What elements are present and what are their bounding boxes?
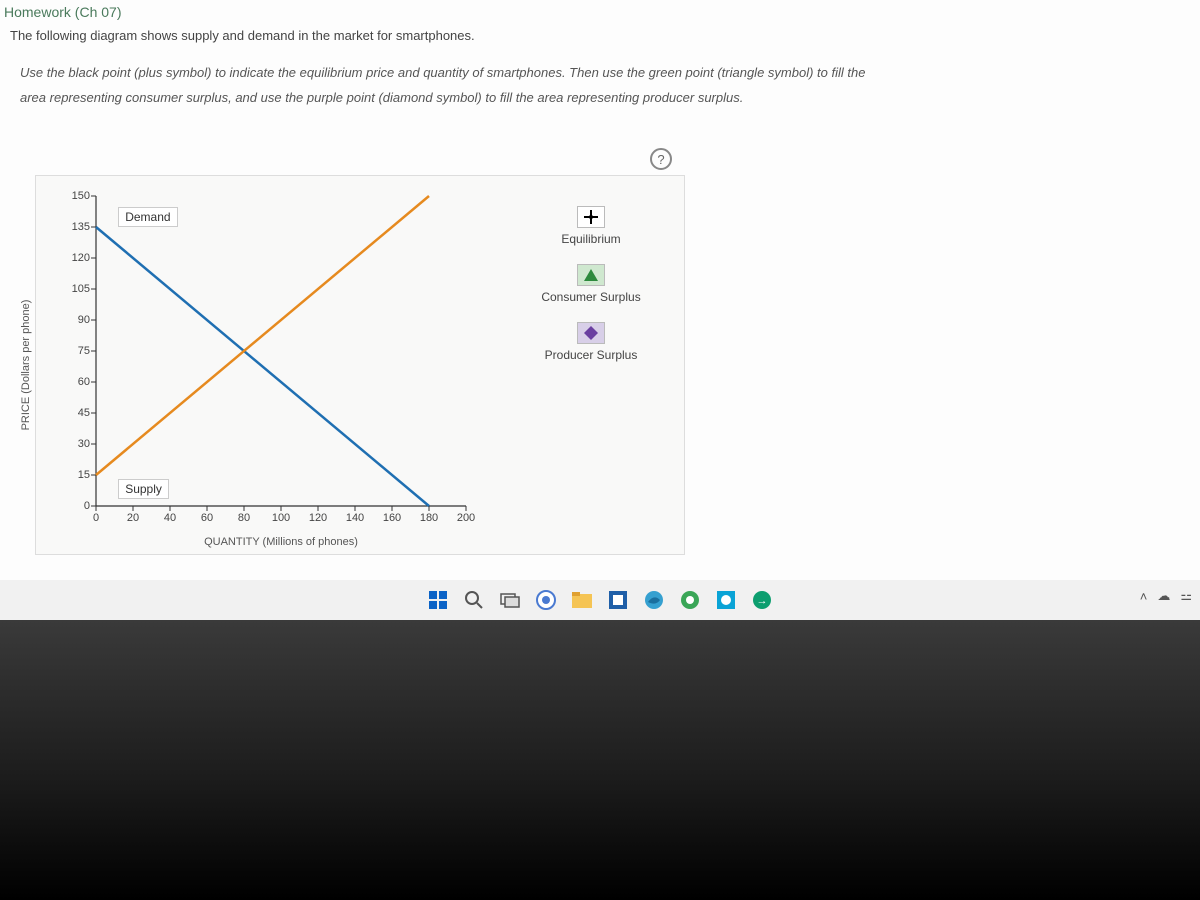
- chat-icon[interactable]: [535, 589, 557, 611]
- legend-item: Producer Surplus: [516, 322, 666, 362]
- tray-cloud-icon[interactable]: ☁: [1157, 588, 1170, 604]
- legend-label: Consumer Surplus: [516, 290, 666, 304]
- legend-item: Equilibrium: [516, 206, 666, 246]
- taskbar-center: →: [427, 589, 773, 611]
- y-tick-label: 30: [78, 438, 90, 450]
- below-screen: [0, 620, 1200, 900]
- system-tray[interactable]: ˄ ☁ ⚍: [1140, 588, 1192, 604]
- y-axis-label: PRICE (Dollars per phone): [20, 300, 32, 431]
- intro-text: The following diagram shows supply and d…: [0, 24, 1200, 63]
- chart-svg: [96, 196, 466, 506]
- y-tick-label: 60: [78, 376, 90, 388]
- tray-chevron-icon[interactable]: ˄: [1140, 589, 1148, 604]
- instruction-line-1: Use the black point (plus symbol) to ind…: [0, 63, 1200, 88]
- x-tick-label: 200: [457, 512, 475, 524]
- y-tick-label: 105: [72, 283, 90, 295]
- explorer-icon[interactable]: [571, 589, 593, 611]
- x-tick-label: 20: [127, 512, 139, 524]
- y-tick-label: 135: [72, 221, 90, 233]
- y-tick-label: 90: [78, 314, 90, 326]
- start-icon[interactable]: [427, 589, 449, 611]
- x-axis-label: QUANTITY (Millions of phones): [96, 536, 466, 548]
- legend: Equilibrium Consumer Surplus Producer Surp…: [516, 206, 666, 380]
- legend-label: Producer Surplus: [516, 348, 666, 362]
- x-tick-label: 180: [420, 512, 438, 524]
- homework-panel: Homework (Ch 07) The following diagram s…: [0, 0, 1200, 580]
- x-tick-label: 120: [309, 512, 327, 524]
- x-tick-label: 80: [238, 512, 250, 524]
- x-tick-label: 140: [346, 512, 364, 524]
- y-tick-label: 45: [78, 407, 90, 419]
- app-icon-3[interactable]: →: [751, 589, 773, 611]
- instruction-line-2: area representing consumer surplus, and …: [0, 88, 1200, 113]
- y-tick-label: 120: [72, 252, 90, 264]
- legend-item: Consumer Surplus: [516, 264, 666, 304]
- homework-title: Homework (Ch 07): [0, 0, 1200, 24]
- store-icon[interactable]: [607, 589, 629, 611]
- app-icon-2[interactable]: [715, 589, 737, 611]
- plot-area[interactable]: 0153045607590105120135150020406080100120…: [96, 196, 466, 506]
- y-tick-label: 15: [78, 469, 90, 481]
- taskbar: →: [0, 580, 1200, 620]
- x-tick-label: 0: [93, 512, 99, 524]
- y-tick-label: 0: [84, 500, 90, 512]
- x-tick-label: 40: [164, 512, 176, 524]
- tray-wifi-icon[interactable]: ⚍: [1180, 588, 1192, 604]
- x-tick-label: 160: [383, 512, 401, 524]
- y-tick-label: 150: [72, 190, 90, 202]
- legend-swatch-diamond[interactable]: [577, 322, 605, 344]
- demand-label: Demand: [118, 207, 177, 227]
- svg-text:→: →: [757, 595, 768, 607]
- legend-swatch-plus[interactable]: [577, 206, 605, 228]
- legend-label: Equilibrium: [516, 232, 666, 246]
- x-tick-label: 100: [272, 512, 290, 524]
- legend-swatch-triangle[interactable]: [577, 264, 605, 286]
- x-tick-label: 60: [201, 512, 213, 524]
- chart-container: ? PRICE (Dollars per phone) QUANTITY (Mi…: [35, 175, 685, 555]
- search-icon[interactable]: [463, 589, 485, 611]
- y-tick-label: 75: [78, 345, 90, 357]
- supply-label: Supply: [118, 479, 169, 499]
- app-icon-1[interactable]: [679, 589, 701, 611]
- edge-icon[interactable]: [643, 589, 665, 611]
- taskview-icon[interactable]: [499, 589, 521, 611]
- help-button[interactable]: ?: [650, 148, 672, 170]
